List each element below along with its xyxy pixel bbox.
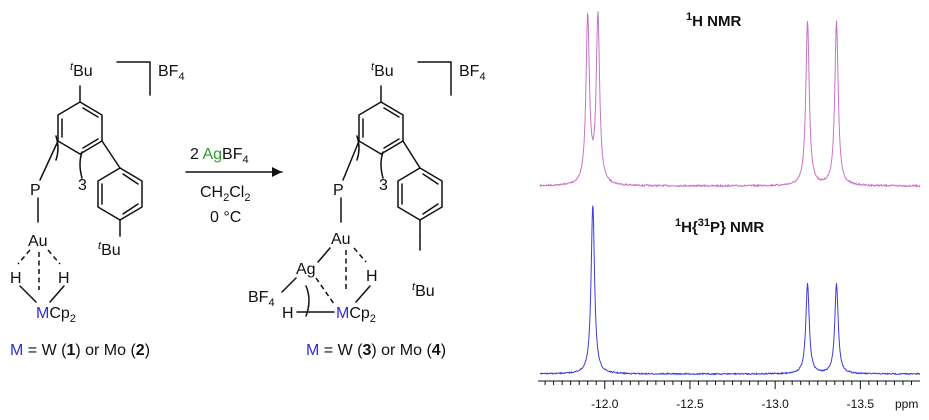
subscript-three: 3 — [78, 177, 87, 194]
caption-right: M = W (3) or Mo (4) — [306, 342, 446, 359]
tbu-top-label: tBu — [70, 61, 93, 80]
x-tick-label: -13.5 — [847, 397, 875, 411]
spectrum-trace-1h — [539, 11, 921, 188]
phosphorus-label: P — [30, 182, 41, 199]
reaction-arrow-group: 2 AgBF4 CH2Cl2 0 °C — [185, 146, 283, 226]
lower-benzene-ring — [97, 167, 143, 237]
structure-right: BF4 tBu 3 P tBu Au Ag H BF4 H — [248, 61, 486, 359]
panel-title-1h31p: 1H{31P} NMR — [675, 217, 764, 236]
bond-h-m-right — [355, 285, 371, 303]
tbu-top-label: tBu — [371, 61, 394, 80]
hydride-left-label: H — [10, 270, 22, 287]
spectrum-trace-1h31p — [539, 205, 921, 376]
bond-ring-p — [342, 140, 360, 181]
x-axis-ticks: -12.0 -12.5 -13.0 -13.5 — [544, 381, 912, 411]
nmr-spectra: 1H NMR 1H{31P} NMR -12.0 -12.5 -13.0 -13.5 … — [538, 11, 921, 411]
bf4-ligand-label: BF4 — [248, 289, 275, 309]
silver-label: Ag — [296, 261, 316, 278]
bond-h-ag — [305, 285, 310, 317]
counterion-bracket — [116, 61, 151, 96]
subscript-three: 3 — [379, 177, 388, 194]
structure-left: BF4 tBu 3 P tBu Au H H MCp2 — [10, 61, 185, 359]
biaryl-bond — [402, 140, 421, 169]
x-tick-label: -12.0 — [591, 397, 619, 411]
gold-label: Au — [28, 233, 48, 250]
reaction-arrowhead — [272, 167, 282, 177]
au-h-dash — [353, 247, 367, 263]
temperature-label: 0 °C — [210, 209, 241, 226]
hydride-right-label: H — [366, 268, 378, 285]
metal-cp-label: MCp2 — [36, 305, 76, 325]
reagent-label: 2 AgBF4 — [190, 146, 249, 166]
bond-h-m-right — [49, 285, 65, 303]
lower-benzene-ring — [397, 167, 443, 237]
tris-bracket-open — [55, 135, 59, 161]
tbu-bottom-label: tBu — [412, 281, 435, 300]
metal-cp-label: MCp2 — [336, 305, 376, 325]
bond-ring-p — [39, 140, 59, 181]
tris-bracket-close — [79, 151, 83, 179]
counterion-label: BF4 — [459, 63, 486, 83]
phosphorus-label: P — [333, 182, 344, 199]
au-h-right-dash — [47, 249, 61, 265]
solvent-label: CH2Cl2 — [200, 184, 250, 204]
bond-bf4-ag — [281, 277, 297, 293]
upper-benzene-ring — [57, 85, 103, 155]
hydride-right-label: H — [58, 270, 70, 287]
counterion-bracket — [417, 61, 452, 96]
biaryl-bond — [101, 140, 121, 169]
hydride-left-label: H — [282, 305, 294, 322]
ag-m-dash — [315, 277, 335, 305]
gold-label: Au — [331, 231, 351, 248]
tris-bracket-open — [356, 135, 360, 161]
upper-benzene-ring — [358, 85, 404, 155]
tbu-bottom-label: tBu — [98, 240, 121, 259]
counterion-label: BF4 — [158, 63, 185, 83]
bond-h-m-left — [19, 285, 37, 303]
x-axis-label: ppm — [895, 397, 918, 411]
bond-au-ag — [317, 247, 331, 263]
tris-bracket-close — [380, 151, 384, 179]
x-tick-label: -13.0 — [761, 397, 789, 411]
caption-left: M = W (1) or Mo (2) — [10, 342, 150, 359]
au-h-left-dash — [17, 249, 31, 265]
panel-title-1h: 1H NMR — [686, 11, 741, 30]
x-tick-label: -12.5 — [676, 397, 704, 411]
